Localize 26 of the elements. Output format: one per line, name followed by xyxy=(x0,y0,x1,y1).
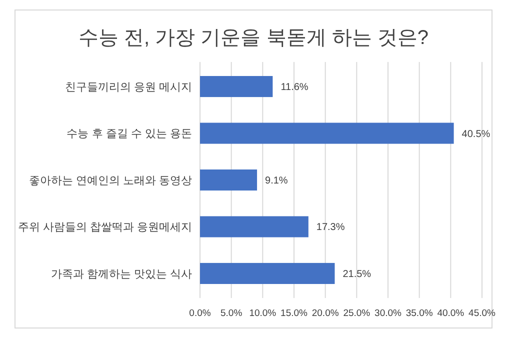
bar xyxy=(200,216,308,238)
chart-title: 수능 전, 가장 기운을 북돋게 하는 것은? xyxy=(78,27,429,49)
x-tick-label: 45.0% xyxy=(468,308,496,319)
data-label: 21.5% xyxy=(342,268,372,280)
data-label: 40.5% xyxy=(462,128,490,140)
x-tick-label: 10.0% xyxy=(249,308,277,319)
y-tick-label: 좋아하는 연예인의 노래와 동영상 xyxy=(28,174,192,187)
x-tick-label: 15.0% xyxy=(280,308,308,319)
y-tick-label: 친구들끼리의 응원 메시지 xyxy=(64,81,192,94)
x-tick-label: 0.0% xyxy=(189,308,212,319)
bar xyxy=(200,169,258,191)
x-tick-label: 30.0% xyxy=(374,308,402,319)
bar xyxy=(200,76,273,98)
x-tick-label: 20.0% xyxy=(312,308,340,319)
bar xyxy=(200,122,454,144)
data-label: 11.6% xyxy=(280,82,308,94)
data-label: 17.3% xyxy=(316,222,345,234)
x-tick-label: 40.0% xyxy=(437,308,465,319)
x-tick-label: 5.0% xyxy=(220,308,243,319)
x-tick-label: 25.0% xyxy=(343,308,371,319)
y-tick-label: 수능 후 즐길 수 있는 용돈 xyxy=(66,128,192,140)
bar xyxy=(200,262,335,284)
y-tick-label: 가족과 함께하는 맛있는 식사 xyxy=(50,268,192,280)
x-tick-label: 35.0% xyxy=(406,308,434,319)
y-tick-label: 주위 사람들의 찹쌀떡과 응원메세지 xyxy=(18,222,192,234)
data-label: 9.1% xyxy=(265,176,288,186)
